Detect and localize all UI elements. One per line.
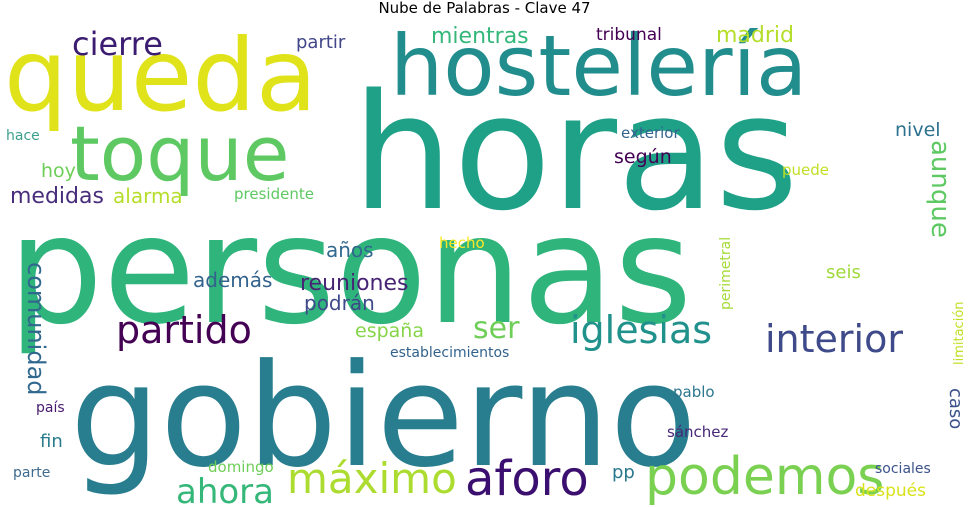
word-segun: según <box>614 146 672 168</box>
word-iglesias: iglesias <box>570 308 712 352</box>
word-ser: ser <box>473 311 520 346</box>
word-espana: españa <box>355 320 424 342</box>
word-partir: partir <box>296 32 346 53</box>
word-pp: pp <box>612 462 635 483</box>
word-personas: personas <box>8 184 692 358</box>
word-establecimientos: establecimientos <box>390 345 509 361</box>
word-seis: seis <box>826 262 861 283</box>
word-ahora: ahora <box>176 472 274 507</box>
word-interior: interior <box>765 317 903 361</box>
word-podran: podrán <box>304 291 375 315</box>
word-aforo: aforo <box>465 451 589 507</box>
word-partido: partido <box>116 308 252 352</box>
word-mientras: mientras <box>431 24 529 49</box>
word-limitacion: limitación <box>952 301 967 365</box>
word-horas: horas <box>352 59 798 246</box>
word-despues: después <box>855 481 926 501</box>
word-domingo: domingo <box>208 458 274 476</box>
word-pablo: pablo <box>673 383 715 401</box>
word-madrid: madrid <box>716 23 794 48</box>
word-fin: fin <box>40 431 63 452</box>
word-hosteleria: hostelería <box>390 17 807 115</box>
word-podemos: podemos <box>645 447 884 507</box>
word-aunque: aunque <box>925 140 955 238</box>
word-maximo: máximo <box>287 454 457 503</box>
word-hoy: hoy <box>41 160 76 182</box>
word-nivel: nivel <box>895 119 941 141</box>
word-parte: parte <box>13 465 50 481</box>
word-exterior: exterior <box>621 124 680 142</box>
word-presidente: presidente <box>234 185 314 203</box>
word-gobierno: gobierno <box>70 334 697 499</box>
word-medidas: medidas <box>10 184 104 209</box>
word-sanchez: sánchez <box>667 423 728 441</box>
word-tribunal: tribunal <box>596 25 662 45</box>
word-cierre: cierre <box>72 25 163 63</box>
word-hecho: hecho <box>439 234 485 252</box>
word-caso: caso <box>945 388 966 429</box>
word-toque: toque <box>70 109 289 198</box>
word-reuniones: reuniones <box>300 271 409 296</box>
word-pais: país <box>36 400 65 416</box>
chart-title: Nube de Palabras - Clave 47 <box>378 0 591 17</box>
word-alarma: alarma <box>113 184 183 208</box>
word-anos: años <box>326 238 374 262</box>
word-queda: queda <box>4 17 317 134</box>
word-ademas: además <box>193 268 272 292</box>
word-puede: puede <box>782 161 829 179</box>
word-hace: hace <box>6 128 40 144</box>
word-comunidad: comunidad <box>22 262 50 396</box>
word-sociales: sociales <box>875 461 931 477</box>
word-perimetral: perimetral <box>718 237 734 310</box>
